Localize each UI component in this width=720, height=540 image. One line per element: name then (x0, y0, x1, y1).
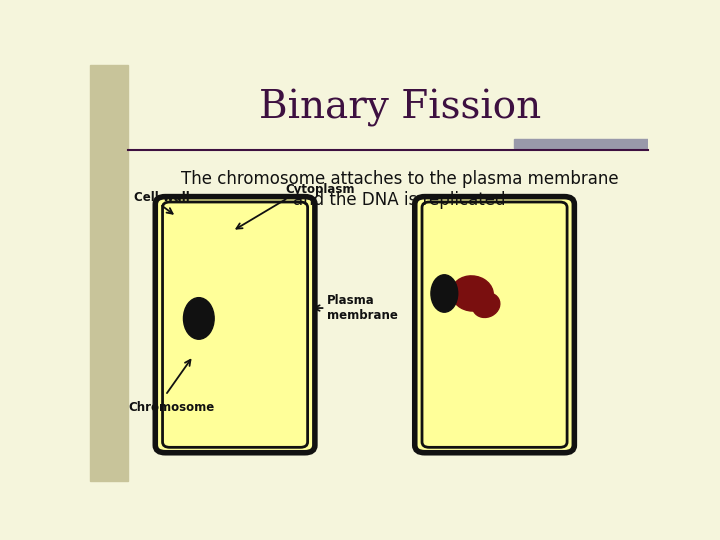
Bar (90, 65, 128, 481)
Text: Binary Fission: Binary Fission (258, 90, 541, 127)
Ellipse shape (184, 298, 214, 339)
Ellipse shape (451, 276, 493, 311)
FancyBboxPatch shape (156, 197, 315, 453)
Text: Plasma
membrane: Plasma membrane (327, 294, 398, 322)
Ellipse shape (431, 275, 458, 312)
Text: Cytoplasm: Cytoplasm (285, 183, 355, 196)
FancyBboxPatch shape (415, 197, 575, 453)
Text: Chromosome: Chromosome (128, 401, 214, 414)
Ellipse shape (472, 293, 500, 318)
Text: Cell wall: Cell wall (133, 191, 189, 204)
Bar (514, 139, 648, 148)
Text: and the DNA is replicated: and the DNA is replicated (294, 191, 506, 209)
Text: The chromosome attaches to the plasma membrane: The chromosome attaches to the plasma me… (181, 170, 618, 188)
